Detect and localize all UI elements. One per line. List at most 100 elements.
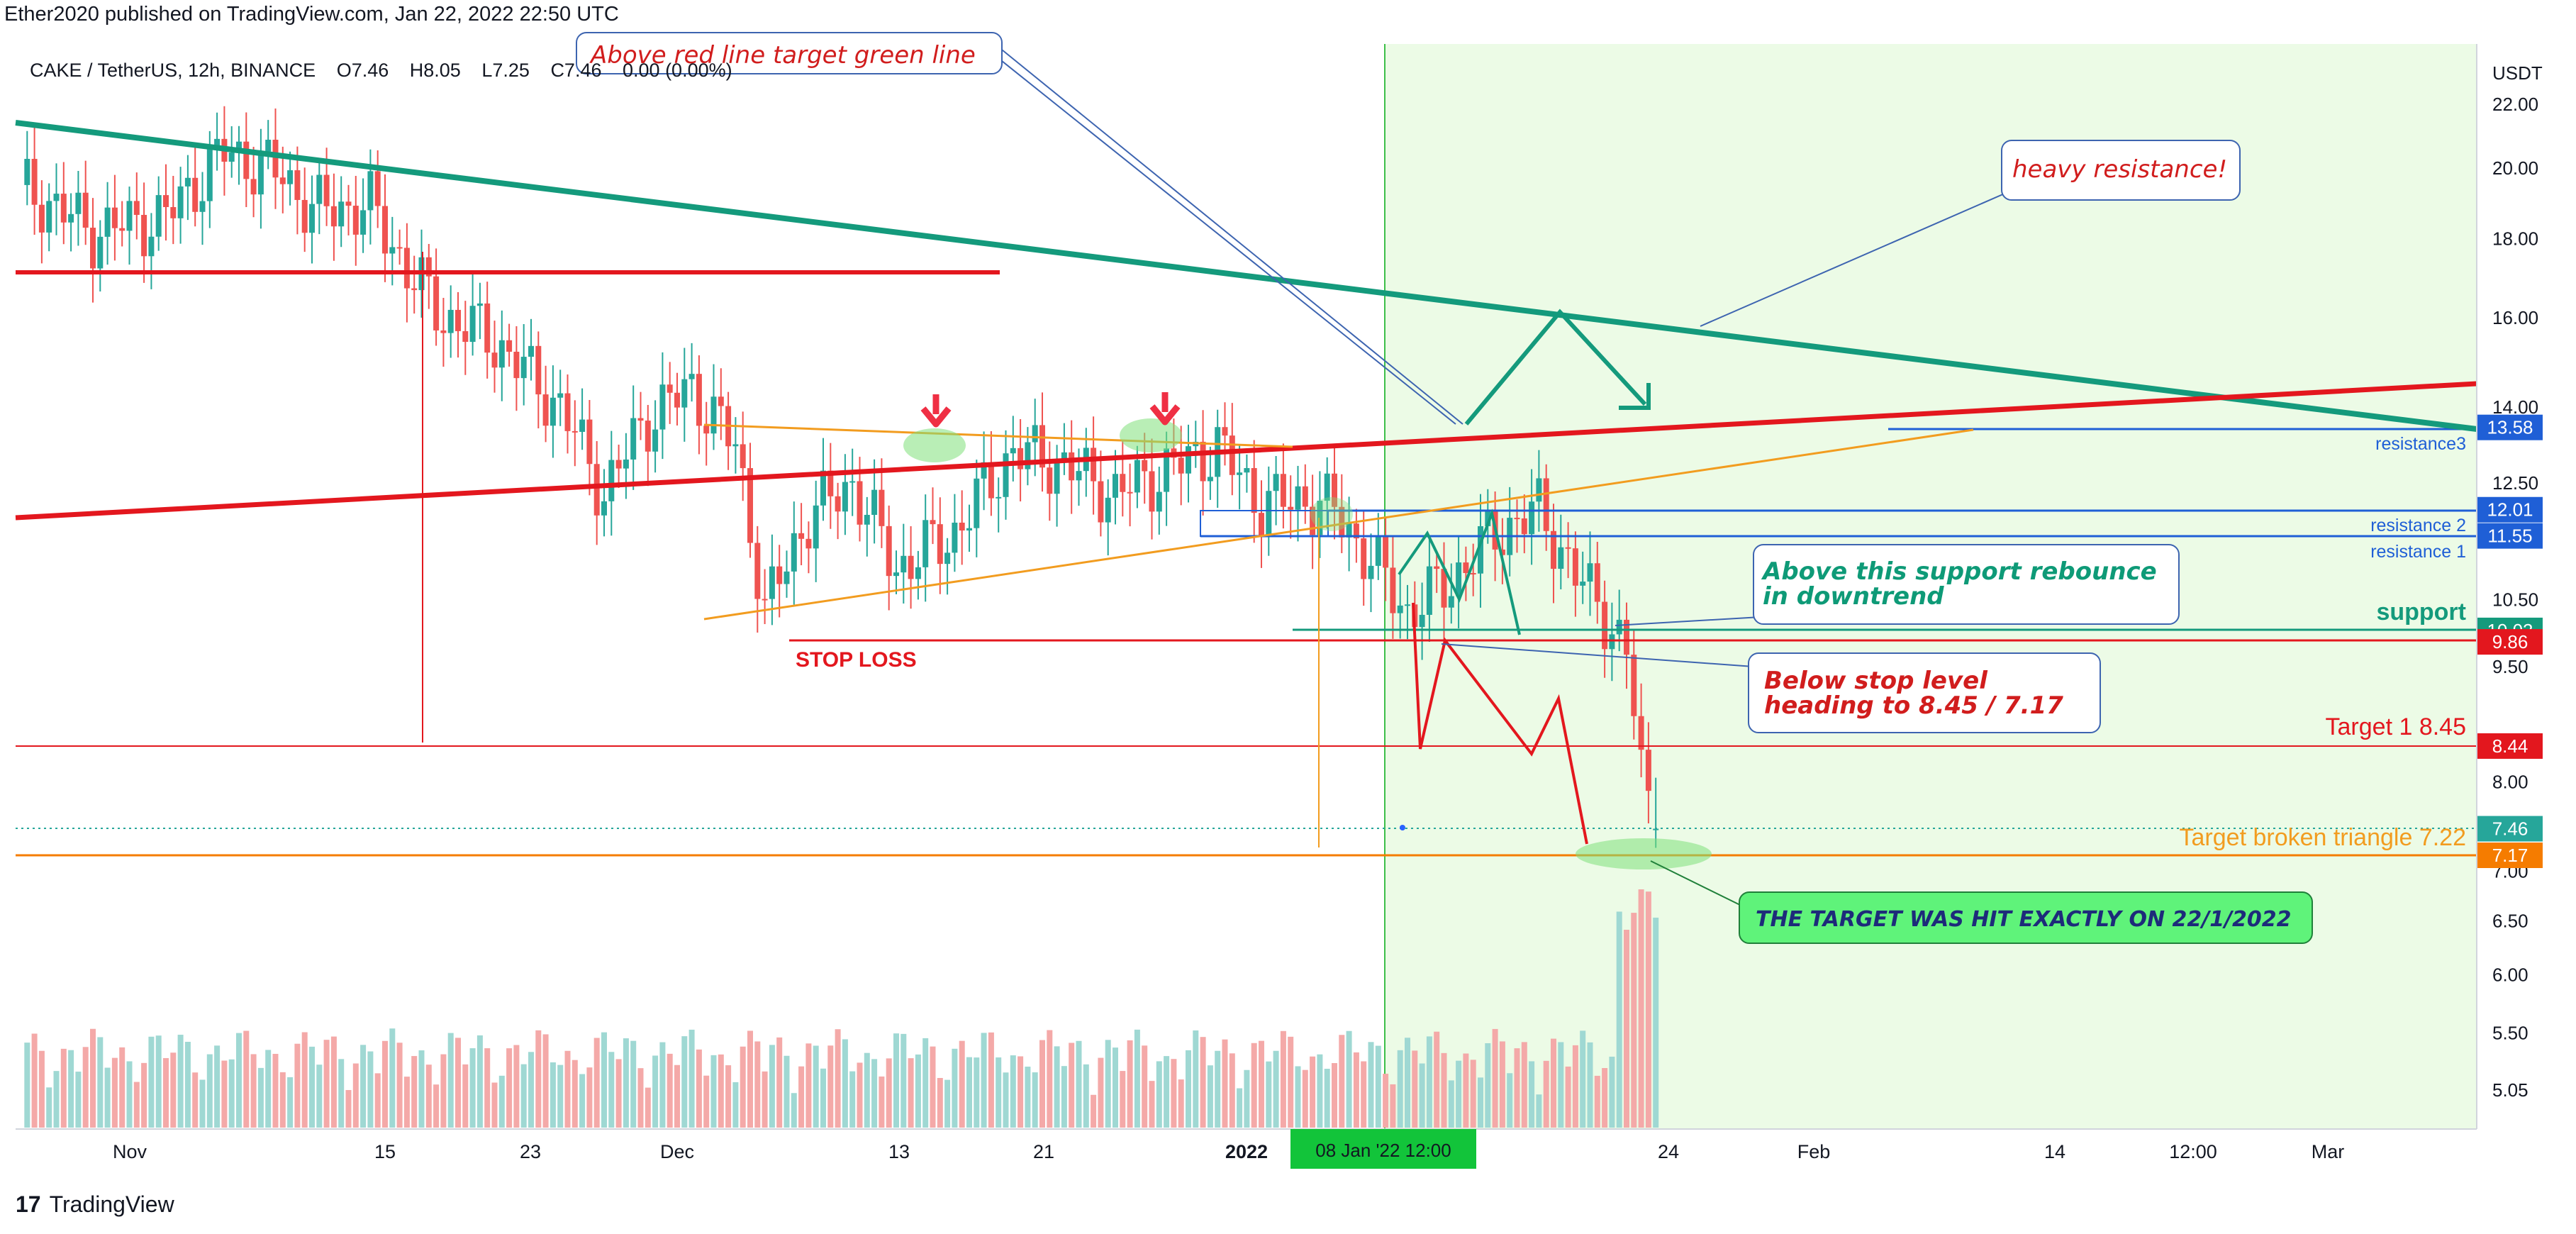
candle-body [184,177,191,187]
top-note-text: Above red line target green line [589,41,976,70]
volume-bar [528,1052,534,1128]
tradingview-brand[interactable]: 17 TradingView [16,1191,174,1218]
volume-bar [1156,1061,1162,1128]
candle-body [316,174,323,204]
candle-body [1478,526,1483,574]
candle-body [1047,467,1053,494]
volume-bar [345,1090,352,1128]
candle-body [382,206,388,254]
time-tick-label: 15 [374,1141,396,1162]
candle-body [243,141,250,179]
candle-body [1017,448,1024,469]
time-axis[interactable]: Nov 15 23 Dec 13 21 2022 24 Feb 14 12:00 Mar [113,1141,2344,1162]
breakout-highlight [1310,497,1353,531]
volume-bar [996,1057,1002,1128]
volume-bar [886,1058,892,1128]
volume-bar [1529,1061,1535,1128]
volume-bar [257,1067,264,1128]
candle-body [133,201,140,216]
volume-bar [564,1050,571,1128]
candle-body [667,384,673,393]
volume-bar [974,1057,980,1128]
callout-connector [1650,860,1744,907]
volume-bar [762,1071,768,1128]
volume-bar [374,1073,381,1128]
candle-body [236,141,242,153]
volume-bar [593,1038,600,1128]
volume-bar [1142,1045,1148,1128]
volume-bar [287,1077,294,1128]
support-note-line2: in downtrend [1763,582,1944,611]
volume-bar [1025,1067,1031,1128]
candle-body [1186,446,1191,474]
volume-bar [1266,1061,1272,1128]
candle-body [754,543,761,599]
candle-body [1310,506,1316,535]
candle-body [981,462,987,479]
price-label-bg [2477,496,2543,523]
volume-bar [1463,1053,1469,1128]
volume-bar [141,1062,147,1128]
volume-bar [1229,1053,1235,1128]
volume-bar [1390,1084,1396,1128]
price-axis-unit: USDT [2492,62,2543,84]
candle-body [1609,634,1615,650]
candle-body [1332,473,1337,507]
volume-bar [667,1053,673,1128]
price-tick-label: 18.00 [2492,228,2538,250]
candle-body [1616,619,1622,635]
candle-body [1032,425,1038,443]
volume-bar [637,1068,644,1128]
volume-bar [338,1059,345,1128]
volume-bar [710,1055,717,1128]
volume-bar [24,1043,30,1128]
price-axis[interactable]: 5.055.506.006.507.007.508.008.509.5010.5… [2492,94,2538,1101]
volume-bar [930,1046,936,1128]
candle-body [696,374,702,426]
candle-body [952,522,958,553]
time-tick-label: 2022 [1225,1141,1268,1162]
volume-bar [1310,1056,1316,1128]
candle-body [60,194,67,223]
volume-bar [1653,917,1659,1128]
volume-bar [177,1035,184,1128]
candle-body [879,489,885,526]
volume-bar [864,1052,870,1128]
volume-bar [148,1036,155,1128]
candle-body [309,204,315,233]
volume-bar [842,1039,848,1128]
candle-body [857,481,863,525]
price-label: 11.55 [2487,526,2532,547]
candle-body [403,248,410,289]
crosshair-time-label: 08 Jan '22 12:00 [1315,1140,1451,1161]
candle-body [287,170,294,184]
candle-body [75,192,82,214]
symbol-name[interactable]: CAKE / TetherUS, 12h, BINANCE [30,60,316,81]
volume-bar [1434,1031,1440,1128]
candle-body [1631,655,1637,716]
volume-bar [1645,891,1651,1128]
volume-bar [688,1029,695,1128]
volume-bar [908,1058,914,1128]
volume-bar [944,1079,951,1128]
candle-body [601,501,607,516]
candle-body [155,195,162,237]
volume-bar [952,1048,958,1128]
candle-body [659,384,666,430]
volume-bar [506,1048,513,1128]
candle-body [849,481,856,483]
candle-body [1426,566,1432,615]
volume-bar [1280,1030,1286,1128]
volume-bar [820,1068,826,1128]
candle-body [163,195,169,208]
volume-bar [1368,1042,1374,1128]
volume-bar [272,1054,279,1128]
volume-bar [352,1063,359,1128]
candle-body [1521,518,1527,535]
volume-bar [520,1064,527,1128]
candle-body [1105,497,1111,523]
projection-arrowhead-green [1619,383,1651,410]
volume-bar [550,1062,556,1128]
candle-body [360,210,367,235]
